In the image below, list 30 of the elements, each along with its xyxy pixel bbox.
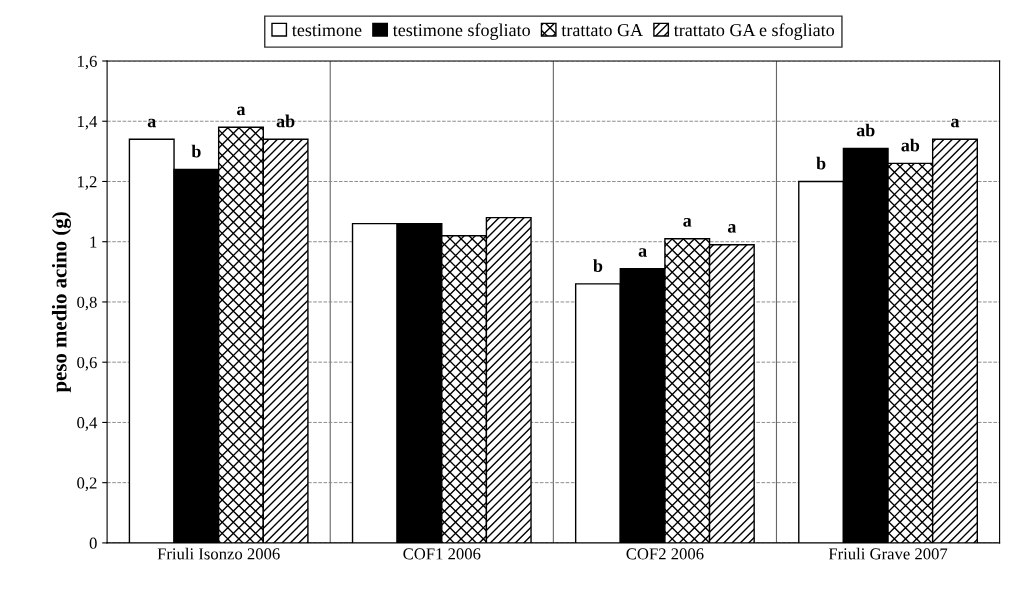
data-label: b (191, 144, 201, 158)
data-label: a (683, 218, 692, 227)
x-tick-label: Friuli Grave 2007 (828, 547, 948, 560)
y-axis-title: peso medio acino (g) (51, 212, 71, 393)
data-label: b (593, 259, 603, 272)
y-tick-label: 0,4 (77, 417, 98, 431)
legend-label: testimone sfogliato (392, 23, 530, 40)
data-label: a (951, 118, 960, 128)
data-label: a (147, 118, 156, 128)
legend-label: trattato GA e sfogliato (673, 23, 835, 40)
x-tick-label: COF1 2006 (403, 548, 481, 560)
y-tick-label: 0,6 (77, 356, 97, 371)
y-tick-label: 1 (90, 236, 97, 248)
y-tick-label: 1,6 (78, 55, 97, 70)
y-tick-label: 0,2 (77, 477, 97, 492)
data-label: a (727, 224, 737, 233)
y-tick-label: 0,8 (77, 296, 97, 311)
data-label: a (638, 248, 647, 257)
y-tick-label: 0 (89, 537, 97, 549)
y-tick-label: 1,4 (78, 116, 98, 130)
data-label: ab (856, 123, 875, 137)
legend-label: testimone (292, 24, 362, 37)
y-tick-label: 1,2 (78, 176, 97, 190)
data-label: a (237, 106, 246, 116)
legend-label: trattato GA (561, 24, 643, 37)
data-label: ab (901, 138, 920, 152)
x-tick-label: Friuli Isonzo 2006 (157, 547, 280, 560)
data-label: b (816, 156, 826, 170)
data-label: ab (276, 114, 295, 128)
x-tick-label: COF2 2006 (626, 548, 704, 560)
